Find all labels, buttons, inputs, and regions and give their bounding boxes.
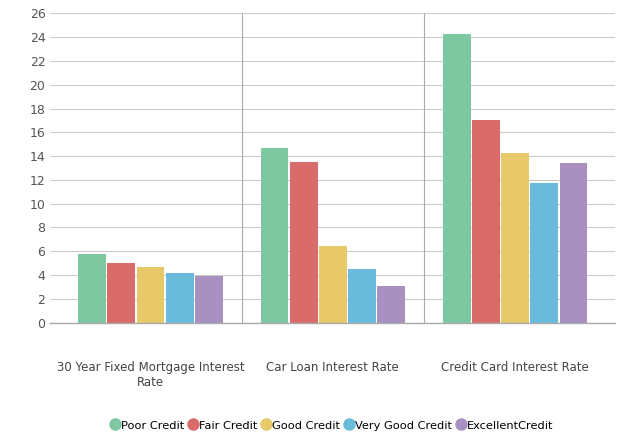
Bar — [319, 246, 347, 323]
Bar — [78, 254, 106, 323]
Bar — [107, 263, 135, 323]
Bar — [137, 267, 165, 323]
Text: 30 Year Fixed Mortgage Interest
Rate: 30 Year Fixed Mortgage Interest Rate — [57, 361, 244, 388]
Text: Credit Card Interest Rate: Credit Card Interest Rate — [441, 361, 589, 374]
Bar — [501, 152, 529, 323]
Bar — [348, 269, 376, 323]
Bar — [261, 148, 288, 323]
Bar — [472, 121, 500, 323]
Legend: Poor Credit, Fair Credit, Good Credit, Very Good Credit, ExcellentCredit: Poor Credit, Fair Credit, Good Credit, V… — [107, 415, 558, 435]
Bar — [443, 34, 470, 323]
Text: Car Loan Interest Rate: Car Loan Interest Rate — [266, 361, 399, 374]
Bar — [531, 184, 558, 323]
Bar — [195, 276, 223, 323]
Bar — [166, 273, 193, 323]
Bar — [560, 163, 587, 323]
Bar — [290, 162, 318, 323]
Bar — [377, 286, 405, 323]
